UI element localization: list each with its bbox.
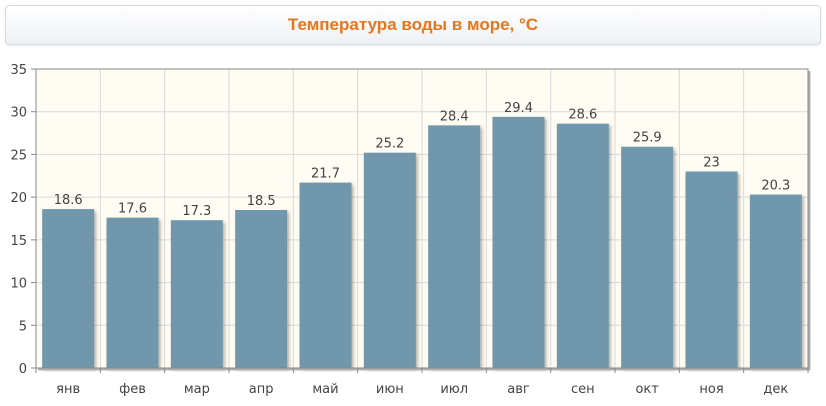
data-label-июн: 25.2 [375,137,404,152]
y-tick-label: 0 [19,362,27,377]
bar-дек [749,194,802,368]
x-tick-label-авг: авг [507,382,530,397]
data-label-ноя: 23 [703,156,720,171]
bar-апр [235,209,288,368]
y-tick-label: 15 [10,234,27,249]
x-tick-label-апр: апр [249,382,274,397]
x-tick-label-ноя: ноя [699,382,723,397]
x-tick-label-дек: дек [763,382,788,397]
chart-title: Температура воды в море, °C [287,15,539,34]
data-label-авг: 29.4 [504,101,533,116]
x-tick-label-май: май [312,382,338,397]
data-label-май: 21.7 [311,167,340,182]
bar-фев [106,217,159,368]
bar-июл [428,125,481,368]
chart-title-bar: Температура воды в море, °C [5,5,821,45]
data-label-янв: 18.6 [54,193,83,208]
y-tick-label: 5 [19,319,27,334]
bar-янв [42,209,95,368]
x-tick-label-окт: окт [635,382,659,397]
data-label-апр: 18.5 [247,194,276,209]
bar-июн [363,152,416,368]
bar-ноя [685,171,738,368]
x-tick-label-мар: мар [184,382,210,397]
data-label-дек: 20.3 [761,179,790,194]
y-tick-label: 25 [10,148,27,163]
bar-авг [492,116,545,368]
x-tick-label-янв: янв [56,382,80,397]
bar-май [299,182,352,368]
y-tick-label: 35 [10,63,27,78]
data-label-июл: 28.4 [440,109,469,124]
y-tick-label: 30 [10,106,27,121]
bar-сен [556,123,609,368]
bar-мар [170,220,223,368]
x-tick-label-сен: сен [571,382,595,397]
y-tick-label: 10 [10,277,27,292]
x-tick-label-фев: фев [119,382,146,397]
x-tick-label-июл: июл [440,382,468,397]
data-label-сен: 28.6 [568,108,597,123]
x-tick-label-июн: июн [376,382,404,397]
y-tick-label: 20 [10,191,27,206]
data-label-фев: 17.6 [118,202,147,217]
data-label-мар: 17.3 [182,204,211,219]
data-label-окт: 25.9 [633,131,662,146]
bar-окт [621,146,674,368]
